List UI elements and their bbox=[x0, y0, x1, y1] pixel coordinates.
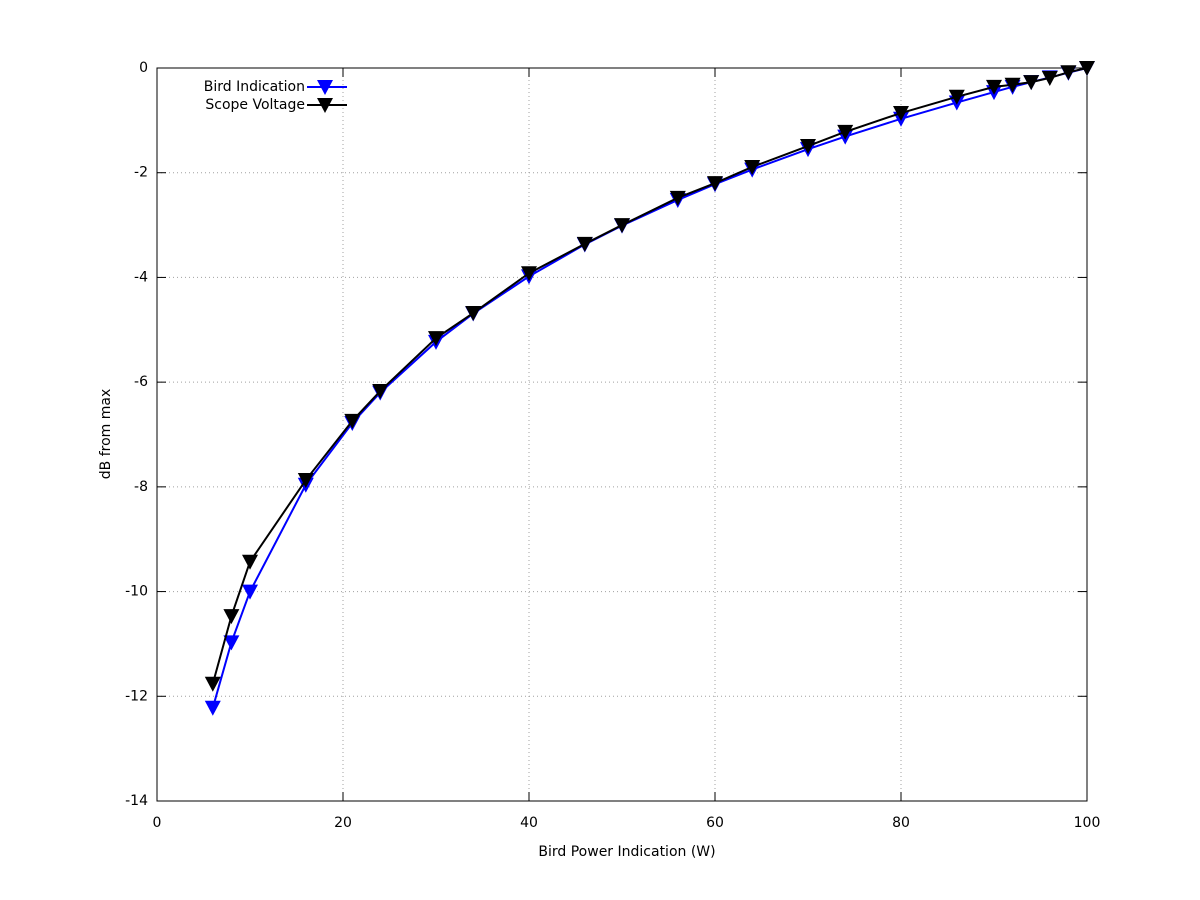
point-marker bbox=[521, 266, 537, 282]
x-tick-label: 60 bbox=[706, 815, 724, 831]
point-marker bbox=[297, 473, 314, 489]
y-tick-label: -8 bbox=[134, 479, 148, 495]
point-marker bbox=[1079, 61, 1095, 76]
point-marker bbox=[837, 124, 854, 140]
legend-label: Scope Voltage bbox=[205, 97, 305, 113]
y-tick-label: 0 bbox=[139, 60, 148, 76]
point-marker bbox=[707, 176, 723, 192]
point-marker bbox=[372, 384, 389, 400]
legend-marker bbox=[317, 80, 333, 95]
point-marker bbox=[669, 190, 686, 206]
point-marker bbox=[986, 79, 1002, 95]
point-marker bbox=[1004, 77, 1021, 93]
point-marker bbox=[242, 554, 258, 570]
series-line bbox=[211, 67, 1088, 709]
point-marker bbox=[744, 159, 761, 175]
point-marker bbox=[948, 89, 965, 105]
x-tick-label: 80 bbox=[892, 815, 910, 831]
y-tick-label: -6 bbox=[134, 374, 148, 390]
point-marker bbox=[614, 218, 630, 234]
point-marker bbox=[465, 306, 482, 322]
point-marker bbox=[428, 331, 444, 347]
point-marker bbox=[204, 700, 221, 716]
legend-marker bbox=[317, 98, 333, 113]
x-tick-label: 40 bbox=[520, 815, 538, 831]
point-marker bbox=[576, 236, 593, 252]
point-marker bbox=[1041, 70, 1058, 86]
point-marker bbox=[204, 676, 221, 692]
x-axis-label: Bird Power Indication (W) bbox=[538, 844, 715, 860]
point-marker bbox=[893, 106, 909, 122]
y-tick-label: -2 bbox=[134, 165, 148, 181]
point-marker bbox=[223, 609, 240, 625]
y-axis-label: dB from max bbox=[98, 389, 114, 479]
plot-border bbox=[156, 67, 1088, 802]
y-tick-label: -14 bbox=[125, 793, 148, 809]
point-marker bbox=[242, 584, 258, 600]
point-marker bbox=[800, 139, 816, 155]
point-marker bbox=[223, 635, 240, 651]
y-tick-label: -10 bbox=[125, 584, 148, 600]
y-tick-label: -12 bbox=[125, 688, 148, 704]
point-marker bbox=[344, 413, 361, 429]
y-tick-label: -4 bbox=[134, 269, 148, 285]
point-marker bbox=[1023, 75, 1040, 91]
x-tick-label: 100 bbox=[1074, 815, 1101, 831]
legend-label: Bird Indication bbox=[204, 79, 305, 95]
x-tick-label: 0 bbox=[153, 815, 162, 831]
x-tick-label: 20 bbox=[334, 815, 352, 831]
point-marker bbox=[1060, 65, 1077, 81]
